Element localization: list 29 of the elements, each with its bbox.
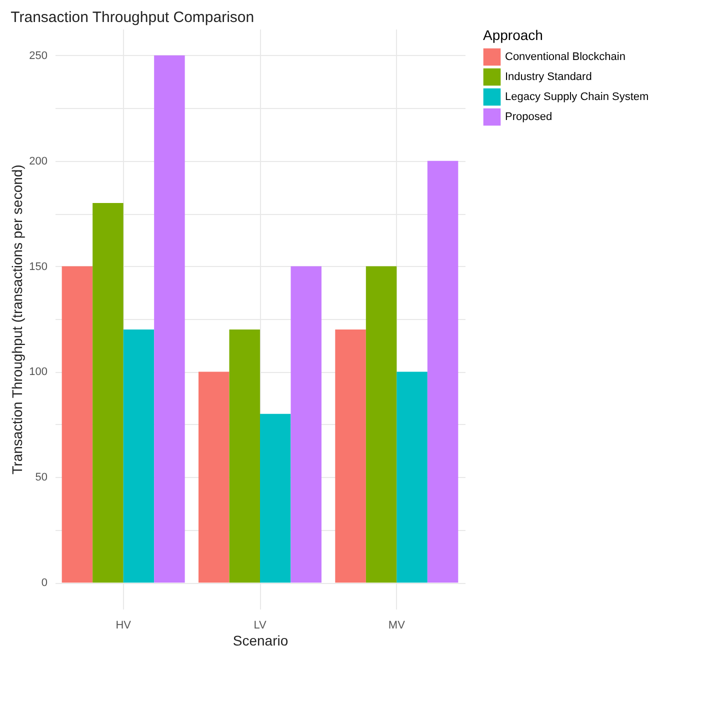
y-tick-label: 50 bbox=[35, 472, 48, 484]
y-tick-label: 100 bbox=[29, 366, 48, 378]
y-tick-label: 250 bbox=[29, 50, 48, 62]
y-axis-title: Transaction Throughput (transactions per second) bbox=[9, 164, 26, 474]
legend-label: Proposed bbox=[505, 111, 552, 123]
bar bbox=[92, 203, 124, 583]
y-tick-label: 0 bbox=[41, 577, 48, 590]
bar bbox=[154, 55, 185, 583]
x-tick-label: HV bbox=[116, 620, 132, 632]
bar bbox=[335, 330, 366, 583]
bar bbox=[396, 372, 428, 583]
bar bbox=[366, 266, 397, 583]
y-tick-label: 150 bbox=[29, 260, 48, 273]
bar bbox=[290, 266, 322, 583]
bar bbox=[229, 330, 260, 583]
legend-label: Conventional Blockchain bbox=[505, 51, 626, 63]
chart-title: Transaction Throughput Comparison bbox=[10, 9, 254, 26]
x-tick-label: LV bbox=[254, 620, 267, 632]
legend-label: Legacy Supply Chain System bbox=[505, 91, 649, 103]
bar bbox=[260, 414, 291, 583]
bar bbox=[198, 372, 230, 583]
legend-label: Industry Standard bbox=[505, 71, 592, 83]
x-tick-label: MV bbox=[388, 620, 406, 632]
bar bbox=[123, 330, 154, 583]
bar bbox=[427, 160, 458, 583]
bar bbox=[62, 266, 93, 583]
legend-title: Approach bbox=[483, 27, 543, 43]
x-axis-title: Scenario bbox=[232, 632, 288, 648]
y-tick-label: 200 bbox=[29, 155, 48, 168]
